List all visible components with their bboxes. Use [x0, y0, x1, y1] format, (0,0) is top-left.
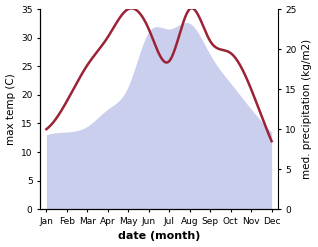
Y-axis label: med. precipitation (kg/m2): med. precipitation (kg/m2): [302, 39, 313, 179]
X-axis label: date (month): date (month): [118, 231, 200, 242]
Y-axis label: max temp (C): max temp (C): [5, 73, 16, 145]
